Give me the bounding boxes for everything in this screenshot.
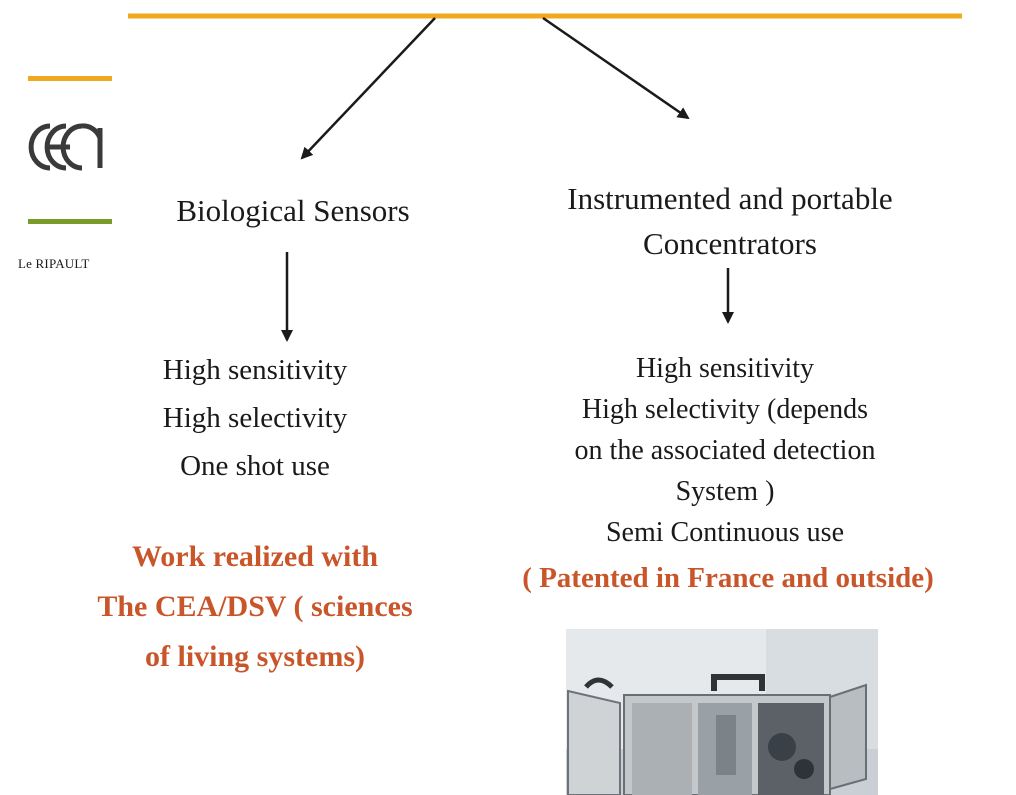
property-line: High selectivity (depends — [581, 394, 869, 425]
arrow-to-biological-sensors — [300, 17, 436, 160]
concentrator-photo-image — [566, 629, 878, 795]
concentrator-photo — [566, 629, 878, 795]
arrow-to-concentrators — [542, 16, 690, 120]
note-line: The CEA/DSV ( sciences — [97, 590, 413, 623]
concentrators-properties: High sensitivity High selectivity (depen… — [520, 348, 930, 553]
cea-logo-mark — [28, 123, 103, 171]
logo-bottom-line — [28, 219, 112, 224]
property-line: System ) — [675, 476, 775, 507]
cea-logo: Le RIPAULT — [18, 70, 128, 280]
note-line: of living systems) — [145, 640, 365, 673]
patent-note: ( Patented in France and outside) — [522, 562, 934, 594]
logo-top-line — [28, 76, 112, 81]
title-line: Concentrators — [643, 226, 817, 261]
biological-sensors-properties: High sensitivity High selectivity One sh… — [100, 346, 410, 490]
logo-subtitle: Le RIPAULT — [18, 256, 90, 271]
biological-sensors-title: Biological Sensors — [176, 193, 410, 228]
property-line: on the associated detection — [574, 435, 876, 466]
property-line: High sensitivity — [635, 353, 815, 384]
property-line: One shot use — [180, 450, 330, 482]
title-line: Instrumented and portable — [567, 181, 893, 216]
property-line: Semi Continuous use — [605, 517, 844, 548]
note-line: Work realized with — [131, 540, 379, 573]
work-note: Work realized with The CEA/DSV ( science… — [40, 532, 470, 682]
property-line: High sensitivity — [162, 354, 348, 386]
concentrators-title: Instrumented and portable Concentrators — [510, 176, 950, 266]
property-line: High selectivity — [162, 402, 348, 434]
